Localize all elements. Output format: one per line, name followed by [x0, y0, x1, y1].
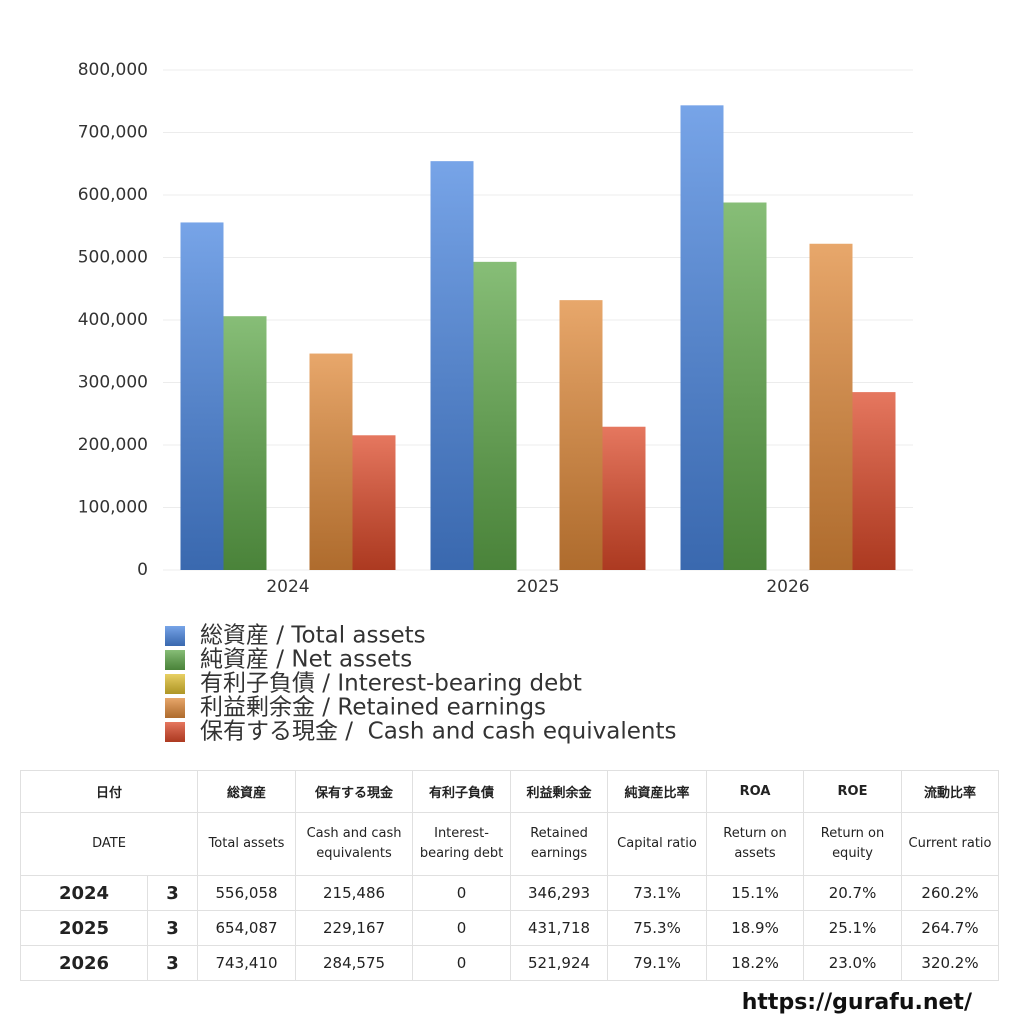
- y-tick-label: 600,000: [78, 185, 148, 205]
- header-row: 日付 総資産 保有する現金 有利子負債 利益剰余金 純資産比率 ROA ROE 流動比率: [19, 770, 1000, 813]
- y-tick-label: 700,000: [78, 123, 148, 143]
- legend-label: 利益剰余金 / Retained earnings: [200, 695, 546, 721]
- data-table: 日付 総資産 保有する現金 有利子負債 利益剰余金 純資産比率 ROA ROE 流動比率 DATE…: [19, 770, 1000, 981]
- table-cell: Capital ratio: [607, 812, 708, 876]
- table-cell: Cash and cash equivalents: [295, 812, 414, 876]
- legend-label: 有利子負債 / Interest-bearing debt: [200, 671, 582, 697]
- table-cell: ROA: [706, 770, 805, 813]
- y-tick-label: 800,000: [78, 60, 148, 80]
- table-cell: Interest-bearing debt: [412, 812, 512, 876]
- y-tick-label: 300,000: [78, 373, 148, 393]
- legend-swatch-shade: [165, 722, 185, 742]
- table-cell: 2025: [20, 910, 148, 946]
- table-cell: 利益剰余金: [510, 770, 609, 813]
- legend-swatch-shade: [165, 674, 185, 694]
- table-cell: 18.9%: [706, 910, 805, 946]
- bar-shade: [352, 435, 396, 570]
- legend-label: 保有する現金 / Cash and cash equivalents: [200, 719, 676, 745]
- table-cell: 79.1%: [607, 945, 708, 981]
- chart: 0 100,000 200,000 300,000 400,000 500,000 600,…: [78, 60, 913, 745]
- data-row: 2024 3 556,058 215,486 0 346,293 73.1% 15.1% 20.…: [20, 875, 1000, 911]
- table-cell: 3: [146, 910, 199, 946]
- table-cell: 保有する現金: [295, 770, 414, 813]
- table-cell: 総資産: [197, 770, 297, 813]
- legend-swatch-shade: [165, 626, 185, 646]
- bar-shade: [559, 300, 603, 570]
- table-cell: ROE: [803, 770, 903, 813]
- table-cell: 23.0%: [803, 945, 903, 981]
- table-cell: 0: [412, 945, 512, 981]
- table-cell: 73.1%: [607, 875, 708, 911]
- table-cell: Return on assets: [706, 812, 805, 876]
- table-cell: 431,718: [510, 910, 609, 946]
- table-cell: 3: [146, 875, 199, 911]
- table-cell: 流動比率: [901, 770, 1000, 813]
- table-cell: 346,293: [510, 875, 609, 911]
- legend-swatch-shade: [165, 698, 185, 718]
- table-cell: 18.2%: [706, 945, 805, 981]
- table-cell: 0: [412, 910, 512, 946]
- table-cell: Total assets: [197, 812, 297, 876]
- y-tick-label: 400,000: [78, 310, 148, 330]
- table-cell: 320.2%: [901, 945, 1000, 981]
- table-cell: 521,924: [510, 945, 609, 981]
- x-tick-label: 2025: [516, 577, 559, 597]
- table-cell: 229,167: [295, 910, 414, 946]
- table-cell: 264.7%: [901, 910, 1000, 946]
- table-cell: 654,087: [197, 910, 297, 946]
- table-cell: DATE: [19, 812, 199, 876]
- table-cell: Retained earnings: [510, 812, 609, 876]
- table-cell: 2026: [20, 945, 148, 981]
- table-cell: 556,058: [197, 875, 297, 911]
- table-cell: 20.7%: [803, 875, 903, 911]
- table-cell: 15.1%: [706, 875, 805, 911]
- table-cell: 75.3%: [607, 910, 708, 946]
- table-cell: Current ratio: [901, 812, 1000, 876]
- table-cell: 純資産比率: [607, 770, 708, 813]
- bar-shade: [223, 316, 267, 570]
- table-cell: 2024: [20, 875, 148, 911]
- table-cell: 215,486: [295, 875, 414, 911]
- y-tick-label: 500,000: [78, 248, 148, 268]
- y-tick-label: 0: [137, 560, 148, 580]
- legend-label: 純資産 / Net assets: [200, 647, 412, 673]
- table-cell: Return on equity: [803, 812, 903, 876]
- header-row: DATE Total assets Cash and cash equivalent…: [19, 812, 1000, 876]
- table-cell: 260.2%: [901, 875, 1000, 911]
- y-tick-label: 100,000: [78, 498, 148, 518]
- bar-shade: [180, 222, 224, 570]
- bar-shade: [309, 353, 353, 570]
- table-cell: 日付: [19, 770, 199, 813]
- bar-shade: [430, 161, 474, 570]
- bar-shade: [473, 261, 517, 570]
- legend-swatch-shade: [165, 650, 185, 670]
- legend-label: 総資産 / Total assets: [200, 623, 426, 649]
- table-cell: 284,575: [295, 945, 414, 981]
- y-tick-label: 200,000: [78, 435, 148, 455]
- data-row: 2025 3 654,087 229,167 0 431,718 75.3% 18.9% 25.…: [20, 910, 1000, 946]
- table-cell: 有利子負債: [412, 770, 512, 813]
- bar-shade: [602, 426, 646, 570]
- bar-shade: [723, 202, 767, 570]
- table-cell: 0: [412, 875, 512, 911]
- footer-url: https://gurafu.net/: [741, 990, 972, 1015]
- bar-shade: [852, 392, 896, 570]
- table-cell: 743,410: [197, 945, 297, 981]
- x-tick-label: 2024: [266, 577, 309, 597]
- data-row: 2026 3 743,410 284,575 0 521,924 79.1% 18.2% 23.…: [20, 945, 1000, 981]
- bar-shade: [680, 105, 724, 571]
- bar-shade: [809, 243, 853, 571]
- x-tick-label: 2026: [766, 577, 809, 597]
- table-cell: 25.1%: [803, 910, 903, 946]
- table-cell: 3: [146, 945, 199, 981]
